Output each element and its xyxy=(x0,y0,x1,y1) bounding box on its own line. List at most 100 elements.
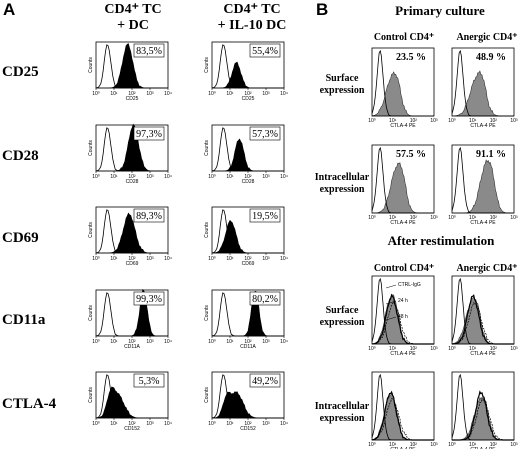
row-surface-primary-line2: expression xyxy=(319,85,365,96)
hist-b-primary-surface-control-stained xyxy=(371,71,434,117)
hist-ctla4-dc-xtick-label: 10⁴ xyxy=(164,421,172,427)
row-intra-restim-line1: Intracellular xyxy=(314,401,370,412)
hist-b-restim-surface-anergic-xtick-label: 10³ xyxy=(510,346,518,352)
col-header-anergic: Anergic CD4⁺ xyxy=(456,32,518,43)
row-label-cd11a: CD11a xyxy=(2,312,46,328)
hist-cd11a-dc-pct-box xyxy=(133,291,165,306)
hist-cd25-dc-xtick-label: 10² xyxy=(128,91,136,97)
hist-cd28-il10-stained xyxy=(212,138,284,172)
hist-cd28-il10-xlabel: CD28 xyxy=(242,179,255,185)
row-intra-restim-line2: expression xyxy=(319,413,365,424)
hist-cd25-il10-stained xyxy=(212,61,284,89)
hist-cd25-dc-xlabel: CD25 xyxy=(126,96,139,102)
hist-ctla4-il10-xtick-label: 10³ xyxy=(262,421,270,427)
hist-cd11a-il10-xtick-label: 10⁴ xyxy=(280,339,288,345)
legend-entry: 24 h xyxy=(398,298,408,304)
hist-b-primary-surface-control-pct: 23.5 % xyxy=(396,52,426,63)
panel-b-letter: B xyxy=(316,0,329,19)
hist-b-restim-surface-control-xtick-label: 10⁰ xyxy=(368,346,376,352)
hist-b-primary-intra-control-xtick-label: 10⁰ xyxy=(368,215,376,221)
hist-b-primary-intra-anergic-frame xyxy=(451,144,515,214)
hist-cd11a-il10-xtick-label: 10⁰ xyxy=(208,339,216,345)
hist-ctla4-il10-pct-box xyxy=(249,373,281,388)
hist-b-restim-intra-anergic-stained xyxy=(452,396,514,441)
hist-b-primary-surface-control-xtick-label: 10¹ xyxy=(389,118,397,124)
hist-cd69-il10-xtick-label: 10³ xyxy=(262,256,270,262)
hist-b-restim-intra-control-xtick-label: 10³ xyxy=(430,442,438,448)
hist-cd28-il10-pct-box xyxy=(249,126,281,141)
hist-b-primary-surface-anergic-xlabel: CTLA-4 PE xyxy=(470,123,496,129)
hist-b-primary-intra-anergic-xtick-label: 10¹ xyxy=(469,215,477,221)
hist-cd11a-dc-ylabel: Counts xyxy=(88,305,94,321)
hist-cd69-il10-xtick-label: 10² xyxy=(244,256,252,262)
hist-b-primary-intra-control-frame xyxy=(371,144,435,214)
hist-cd11a-dc-pct: 99,3% xyxy=(136,294,162,305)
hist-ctla4-il10-xtick-label: 10² xyxy=(244,421,252,427)
hist-b-primary-intra-anergic-xlabel: CTLA-4 PE xyxy=(470,220,496,226)
hist-b-restim-surface-control-frame xyxy=(371,275,435,345)
hist-cd25-il10-xtick-label: 10¹ xyxy=(226,91,234,97)
row-label-cd69: CD69 xyxy=(2,230,39,246)
hist-ctla4-dc-xtick-label: 10³ xyxy=(146,421,154,427)
hist-b-restim-intra-anergic-xtick-label: 10³ xyxy=(510,442,518,448)
row-intra-primary-line1: Intracellular xyxy=(314,172,370,183)
hist-b-primary-intra-control-stained xyxy=(372,162,434,214)
hist-b-primary-surface-anergic-xtick-label: 10³ xyxy=(510,118,518,124)
legend-leader xyxy=(385,284,397,289)
hist-ctla4-dc-pct-box xyxy=(133,373,165,388)
hist-b-primary-surface-control-xtick-label: 10⁰ xyxy=(368,118,376,124)
hist-ctla4-dc-xtick-label: 10¹ xyxy=(110,421,118,427)
hist-cd11a-dc-xtick-label: 10¹ xyxy=(110,339,118,345)
row-label-ctla4: CTLA-4 xyxy=(2,396,57,412)
col-header-il10-line2: + IL-10 DC xyxy=(217,18,287,33)
hist-b-restim-intra-anergic-xtick-label: 10¹ xyxy=(469,442,477,448)
hist-cd28-il10-xtick-label: 10³ xyxy=(262,174,270,180)
hist-cd11a-dc-xtick-label: 10⁴ xyxy=(164,339,172,345)
panel-a-letter: A xyxy=(3,0,16,19)
hist-cd69-il10-xtick-label: 10¹ xyxy=(226,256,234,262)
hist-cd28-dc-ylabel: Counts xyxy=(88,140,94,156)
hist-cd11a-dc-xtick-label: 10⁰ xyxy=(92,339,100,345)
hist-b-primary-intra-anergic-xtick-label: 10⁰ xyxy=(448,215,456,221)
hist-cd28-il10-ylabel: Counts xyxy=(204,140,210,156)
hist-b-primary-surface-control-frame xyxy=(371,47,435,117)
hist-ctla4-il10-xtick-label: 10⁰ xyxy=(208,421,216,427)
hist-cd25-dc-xtick-label: 10⁴ xyxy=(164,91,172,97)
hist-b-primary-intra-anergic-stained xyxy=(452,159,514,214)
hist-cd69-dc-xtick-label: 10¹ xyxy=(110,256,118,262)
hist-cd25-il10-pct: 55,4% xyxy=(252,46,278,57)
hist-b-restim-intra-anergic-xtick-label: 10⁰ xyxy=(448,442,456,448)
hist-cd25-dc-xtick-label: 10⁰ xyxy=(92,91,100,97)
hist-cd69-il10-xtick-label: 10⁴ xyxy=(280,256,288,262)
hist-ctla4-dc-ylabel: Counts xyxy=(88,387,94,403)
hist-ctla4-dc-xlabel: CD152 xyxy=(124,426,140,432)
hist-cd25-dc-xtick-label: 10¹ xyxy=(110,91,118,97)
primary-culture-title: Primary culture xyxy=(395,3,485,18)
hist-cd69-dc-xtick-label: 10⁴ xyxy=(164,256,172,262)
hist-cd69-il10-xtick-label: 10⁰ xyxy=(208,256,216,262)
row-label-cd28: CD28 xyxy=(2,148,39,164)
hist-cd25-dc-ylabel: Counts xyxy=(88,57,94,73)
hist-cd11a-il10-xtick-label: 10³ xyxy=(262,339,270,345)
hist-cd28-il10-xtick-label: 10⁰ xyxy=(208,174,216,180)
hist-cd11a-il10-xtick-label: 10² xyxy=(244,339,252,345)
hist-cd11a-dc-xlabel: CD11A xyxy=(124,344,140,350)
hist-cd11a-il10-pct-box xyxy=(249,291,281,306)
hist-b-restim-surface-control-xtick-label: 10² xyxy=(410,346,418,352)
hist-cd69-il10-ylabel: Counts xyxy=(204,222,210,238)
hist-b-primary-surface-anergic-xtick-label: 10⁰ xyxy=(448,118,456,124)
col-header-il10-line1: CD4⁺ TC xyxy=(223,2,281,17)
row-intra-primary: Intracellular expression xyxy=(312,172,372,196)
hist-ctla4-il10-xlabel: CD152 xyxy=(240,426,256,432)
col-header-dc-line2: + DC xyxy=(117,18,149,33)
hist-b-restim-intra-control-xtick-label: 10¹ xyxy=(389,442,397,448)
hist-ctla4-il10-stained xyxy=(211,391,284,419)
hist-b-primary-intra-anergic-xtick-label: 10³ xyxy=(510,215,518,221)
hist-cd11a-il10-ylabel: Counts xyxy=(204,305,210,321)
hist-b-primary-surface-control-xtick-label: 10³ xyxy=(430,118,438,124)
hist-b-restim-intra-control-stained xyxy=(371,392,434,441)
hist-cd28-dc-pct-box xyxy=(133,126,165,141)
hist-b-primary-intra-control-xtick-label: 10¹ xyxy=(389,215,397,221)
legend-leader xyxy=(385,316,397,321)
